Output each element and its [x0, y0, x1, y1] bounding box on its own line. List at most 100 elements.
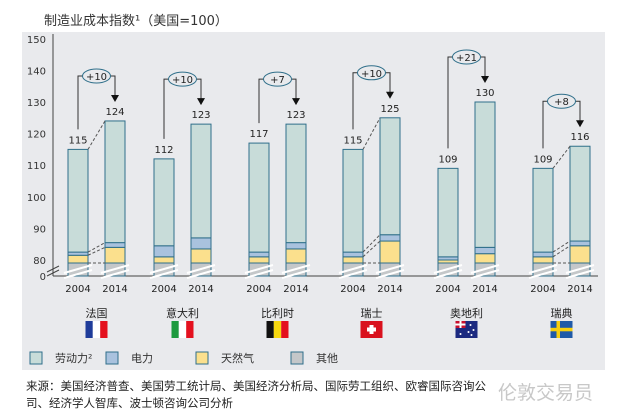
- x-tick-label: 2014: [377, 284, 402, 295]
- legend-label: 其他: [316, 352, 338, 365]
- x-tick-label: 2014: [472, 284, 497, 295]
- x-tick-label: 2004: [246, 284, 271, 295]
- change-label: +10: [172, 75, 193, 86]
- bar-segment-labor: [532, 167, 554, 253]
- bar-segment-electricity: [532, 251, 554, 258]
- change-badge: [547, 93, 576, 109]
- flag-switzerland-part: [360, 321, 383, 338]
- bar-segment-electricity: [67, 251, 89, 256]
- bar-segment-other: [532, 262, 554, 277]
- flag-france-part: [85, 321, 93, 338]
- x-tick-label: 2004: [530, 284, 555, 295]
- bar-segment-gas: [285, 248, 307, 264]
- legend-swatch: [195, 351, 209, 365]
- change-bracket: [447, 56, 486, 149]
- flag-belgium-part: [273, 321, 282, 338]
- change-badge: [168, 71, 197, 87]
- bar-segment-electricity: [474, 246, 496, 255]
- y-tick-label: 110: [27, 161, 46, 172]
- source-note: 来源：美国经济普查、美国劳工统计局、美国经济分析局、国际劳工组织、欧睿国际咨询公…: [26, 379, 486, 410]
- y-tick-label: 120: [27, 130, 46, 141]
- bar-value-label: 112: [154, 145, 173, 156]
- legend-label: 电力: [131, 352, 153, 365]
- country-label: 瑞士: [361, 306, 383, 320]
- x-tick-label: 2004: [65, 284, 90, 295]
- bar-segment-labor: [153, 158, 175, 247]
- chart-title: 制造业成本指数¹（美国=100）: [44, 14, 228, 29]
- bar-segment-labor: [474, 101, 496, 248]
- bar-segment-other: [569, 262, 591, 277]
- bar-value-label: 115: [343, 135, 362, 146]
- bar-segment-labor: [285, 123, 307, 244]
- change-bracket: [163, 78, 202, 139]
- arrow-down-icon: [481, 76, 489, 83]
- change-label: +7: [270, 75, 285, 86]
- bar-segment-other: [474, 262, 496, 277]
- dashed-connector: [362, 240, 381, 258]
- country-label: 瑞典: [551, 306, 573, 320]
- bar-segment-gas: [437, 259, 459, 264]
- y-tick-label: 150: [27, 35, 46, 46]
- x-tick-label: 2004: [340, 284, 365, 295]
- bar-break-mark: [63, 264, 93, 279]
- bar-segment-gas: [379, 240, 401, 264]
- dashed-connector: [87, 242, 106, 253]
- bar-segment-labor: [569, 145, 591, 242]
- bar-segment-labor: [379, 117, 401, 236]
- y-tick-label: 130: [27, 98, 46, 109]
- flag-austria-part: [455, 321, 478, 338]
- flag-austria-star: [459, 333, 462, 335]
- bar-segment-gas: [190, 248, 212, 264]
- bar-segment-labor: [104, 120, 126, 244]
- x-tick-label: 2014: [188, 284, 213, 295]
- bar-value-label: 124: [105, 107, 124, 118]
- arrow-down-icon: [292, 98, 300, 106]
- bar-segment-labor: [248, 142, 270, 253]
- flag-austria-part: [455, 321, 466, 328]
- flag-switzerland-part: [369, 325, 374, 334]
- bar-segment-other: [437, 262, 459, 277]
- flag-sweden-part: [550, 321, 573, 338]
- dashed-connector: [87, 246, 106, 256]
- dashed-connector: [362, 117, 381, 150]
- bar-break-mark: [528, 264, 558, 279]
- bar-break-mark: [100, 264, 130, 279]
- bar-value-label: 117: [249, 129, 268, 140]
- legend-swatch: [290, 351, 304, 365]
- change-bracket: [258, 78, 297, 124]
- bar-segment-labor: [190, 123, 212, 239]
- bar-segment-electricity: [437, 256, 459, 261]
- bar-value-label: 109: [438, 154, 457, 165]
- change-label: +10: [86, 72, 107, 83]
- bar-segment-labor: [342, 148, 364, 253]
- bar-break-mark: [244, 264, 274, 279]
- bar-segment-gas: [153, 256, 175, 264]
- change-bracket: [77, 75, 116, 130]
- bar-value-label: 115: [68, 135, 87, 146]
- x-tick-label: 2004: [151, 284, 176, 295]
- bar-break-mark: [375, 264, 405, 279]
- bar-segment-electricity: [379, 234, 401, 242]
- bar-segment-electricity: [342, 251, 364, 258]
- flag-austria-star: [470, 334, 473, 336]
- legend-swatch: [29, 351, 43, 365]
- flag-switzerland-part: [367, 327, 376, 332]
- country-label: 意大利: [166, 306, 199, 320]
- bar-segment-gas: [104, 246, 126, 264]
- x-tick-label: 2014: [283, 284, 308, 295]
- bar-segment-electricity: [153, 245, 175, 258]
- flag-italy-part: [186, 321, 194, 338]
- change-badge: [263, 71, 292, 87]
- x-tick-label: 2004: [435, 284, 460, 295]
- watermark: 伦敦交易员: [498, 382, 594, 404]
- bar-value-label: 123: [191, 110, 210, 121]
- bar-segment-gas: [248, 256, 270, 264]
- flag-austria-star: [472, 329, 475, 331]
- bar-segment-gas: [67, 254, 89, 264]
- change-badge: [357, 65, 386, 81]
- flag-austria-star: [467, 331, 470, 333]
- x-tick-label: 2014: [102, 284, 127, 295]
- bar-segment-electricity: [248, 251, 270, 258]
- dashed-connector: [552, 240, 571, 253]
- bar-segment-other: [342, 262, 364, 277]
